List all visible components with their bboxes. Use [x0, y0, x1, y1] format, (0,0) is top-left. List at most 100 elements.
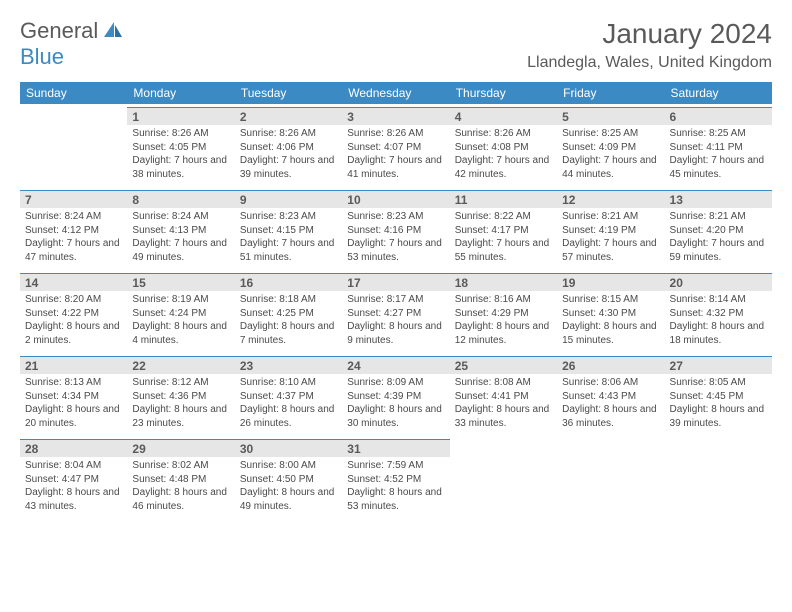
calendar-day-cell: 24Sunrise: 8:09 AMSunset: 4:39 PMDayligh…	[342, 353, 449, 436]
calendar-day-cell: 30Sunrise: 8:00 AMSunset: 4:50 PMDayligh…	[235, 436, 342, 519]
calendar-day-cell: 7Sunrise: 8:24 AMSunset: 4:12 PMDaylight…	[20, 187, 127, 270]
day-number: 3	[342, 107, 449, 125]
sunset-text: Sunset: 4:13 PM	[132, 224, 229, 238]
calendar-day-cell: 14Sunrise: 8:20 AMSunset: 4:22 PMDayligh…	[20, 270, 127, 353]
sunset-text: Sunset: 4:32 PM	[670, 307, 767, 321]
logo-text-2: Blue	[20, 44, 64, 70]
sunrise-text: Sunrise: 8:08 AM	[455, 376, 552, 390]
sunset-text: Sunset: 4:06 PM	[240, 141, 337, 155]
daylight-text: Daylight: 7 hours and 41 minutes.	[347, 154, 444, 181]
sunrise-text: Sunrise: 8:25 AM	[670, 127, 767, 141]
sunset-text: Sunset: 4:15 PM	[240, 224, 337, 238]
calendar-day-cell: 27Sunrise: 8:05 AMSunset: 4:45 PMDayligh…	[665, 353, 772, 436]
calendar-day-cell: 13Sunrise: 8:21 AMSunset: 4:20 PMDayligh…	[665, 187, 772, 270]
sunset-text: Sunset: 4:17 PM	[455, 224, 552, 238]
weekday-header: Tuesday	[235, 82, 342, 104]
daylight-text: Daylight: 8 hours and 18 minutes.	[670, 320, 767, 347]
day-number: 29	[127, 439, 234, 457]
day-number: 4	[450, 107, 557, 125]
daylight-text: Daylight: 8 hours and 2 minutes.	[25, 320, 122, 347]
day-number: 1	[127, 107, 234, 125]
calendar-day-cell: 26Sunrise: 8:06 AMSunset: 4:43 PMDayligh…	[557, 353, 664, 436]
day-number: 2	[235, 107, 342, 125]
sunrise-text: Sunrise: 8:21 AM	[670, 210, 767, 224]
day-number: 27	[665, 356, 772, 374]
weekday-header: Sunday	[20, 82, 127, 104]
calendar-week-row: 21Sunrise: 8:13 AMSunset: 4:34 PMDayligh…	[20, 353, 772, 436]
calendar-day-cell: 20Sunrise: 8:14 AMSunset: 4:32 PMDayligh…	[665, 270, 772, 353]
sunset-text: Sunset: 4:12 PM	[25, 224, 122, 238]
calendar-day-cell	[20, 104, 127, 187]
calendar-day-cell: 28Sunrise: 8:04 AMSunset: 4:47 PMDayligh…	[20, 436, 127, 519]
calendar-day-cell: 17Sunrise: 8:17 AMSunset: 4:27 PMDayligh…	[342, 270, 449, 353]
day-number: 26	[557, 356, 664, 374]
daylight-text: Daylight: 7 hours and 59 minutes.	[670, 237, 767, 264]
sunset-text: Sunset: 4:09 PM	[562, 141, 659, 155]
sunset-text: Sunset: 4:29 PM	[455, 307, 552, 321]
sunrise-text: Sunrise: 8:23 AM	[240, 210, 337, 224]
sunrise-text: Sunrise: 8:10 AM	[240, 376, 337, 390]
sunset-text: Sunset: 4:22 PM	[25, 307, 122, 321]
day-number: 16	[235, 273, 342, 291]
sunset-text: Sunset: 4:47 PM	[25, 473, 122, 487]
day-number: 25	[450, 356, 557, 374]
sunrise-text: Sunrise: 8:26 AM	[132, 127, 229, 141]
sunrise-text: Sunrise: 8:19 AM	[132, 293, 229, 307]
day-number: 13	[665, 190, 772, 208]
sunset-text: Sunset: 4:43 PM	[562, 390, 659, 404]
sunrise-text: Sunrise: 8:06 AM	[562, 376, 659, 390]
day-number: 11	[450, 190, 557, 208]
calendar-day-cell: 2Sunrise: 8:26 AMSunset: 4:06 PMDaylight…	[235, 104, 342, 187]
calendar-day-cell: 8Sunrise: 8:24 AMSunset: 4:13 PMDaylight…	[127, 187, 234, 270]
calendar-day-cell: 21Sunrise: 8:13 AMSunset: 4:34 PMDayligh…	[20, 353, 127, 436]
day-number: 18	[450, 273, 557, 291]
calendar-day-cell: 16Sunrise: 8:18 AMSunset: 4:25 PMDayligh…	[235, 270, 342, 353]
day-number: 20	[665, 273, 772, 291]
sunrise-text: Sunrise: 8:12 AM	[132, 376, 229, 390]
daylight-text: Daylight: 7 hours and 49 minutes.	[132, 237, 229, 264]
day-number: 5	[557, 107, 664, 125]
sunrise-text: Sunrise: 7:59 AM	[347, 459, 444, 473]
sunrise-text: Sunrise: 8:17 AM	[347, 293, 444, 307]
daylight-text: Daylight: 8 hours and 20 minutes.	[25, 403, 122, 430]
weekday-header: Friday	[557, 82, 664, 104]
daylight-text: Daylight: 7 hours and 57 minutes.	[562, 237, 659, 264]
daylight-text: Daylight: 8 hours and 46 minutes.	[132, 486, 229, 513]
calendar-day-cell: 9Sunrise: 8:23 AMSunset: 4:15 PMDaylight…	[235, 187, 342, 270]
daylight-text: Daylight: 8 hours and 39 minutes.	[670, 403, 767, 430]
title-block: January 2024 Llandegla, Wales, United Ki…	[527, 18, 772, 72]
sunset-text: Sunset: 4:39 PM	[347, 390, 444, 404]
sunset-text: Sunset: 4:52 PM	[347, 473, 444, 487]
day-number: 17	[342, 273, 449, 291]
weekday-header-row: Sunday Monday Tuesday Wednesday Thursday…	[20, 82, 772, 104]
sunrise-text: Sunrise: 8:13 AM	[25, 376, 122, 390]
calendar-day-cell: 31Sunrise: 7:59 AMSunset: 4:52 PMDayligh…	[342, 436, 449, 519]
sunrise-text: Sunrise: 8:04 AM	[25, 459, 122, 473]
sunrise-text: Sunrise: 8:09 AM	[347, 376, 444, 390]
day-number: 15	[127, 273, 234, 291]
sunset-text: Sunset: 4:37 PM	[240, 390, 337, 404]
day-number: 23	[235, 356, 342, 374]
sunrise-text: Sunrise: 8:26 AM	[240, 127, 337, 141]
daylight-text: Daylight: 7 hours and 47 minutes.	[25, 237, 122, 264]
sunset-text: Sunset: 4:27 PM	[347, 307, 444, 321]
daylight-text: Daylight: 8 hours and 30 minutes.	[347, 403, 444, 430]
weekday-header: Wednesday	[342, 82, 449, 104]
daylight-text: Daylight: 7 hours and 38 minutes.	[132, 154, 229, 181]
sunset-text: Sunset: 4:41 PM	[455, 390, 552, 404]
sunrise-text: Sunrise: 8:15 AM	[562, 293, 659, 307]
sunrise-text: Sunrise: 8:02 AM	[132, 459, 229, 473]
day-number: 21	[20, 356, 127, 374]
daylight-text: Daylight: 7 hours and 44 minutes.	[562, 154, 659, 181]
daylight-text: Daylight: 7 hours and 53 minutes.	[347, 237, 444, 264]
calendar-day-cell: 3Sunrise: 8:26 AMSunset: 4:07 PMDaylight…	[342, 104, 449, 187]
daylight-text: Daylight: 8 hours and 7 minutes.	[240, 320, 337, 347]
sunrise-text: Sunrise: 8:18 AM	[240, 293, 337, 307]
sunrise-text: Sunrise: 8:22 AM	[455, 210, 552, 224]
calendar-day-cell: 23Sunrise: 8:10 AMSunset: 4:37 PMDayligh…	[235, 353, 342, 436]
calendar-day-cell	[450, 436, 557, 519]
day-number: 30	[235, 439, 342, 457]
day-number: 8	[127, 190, 234, 208]
daylight-text: Daylight: 8 hours and 23 minutes.	[132, 403, 229, 430]
sunset-text: Sunset: 4:50 PM	[240, 473, 337, 487]
